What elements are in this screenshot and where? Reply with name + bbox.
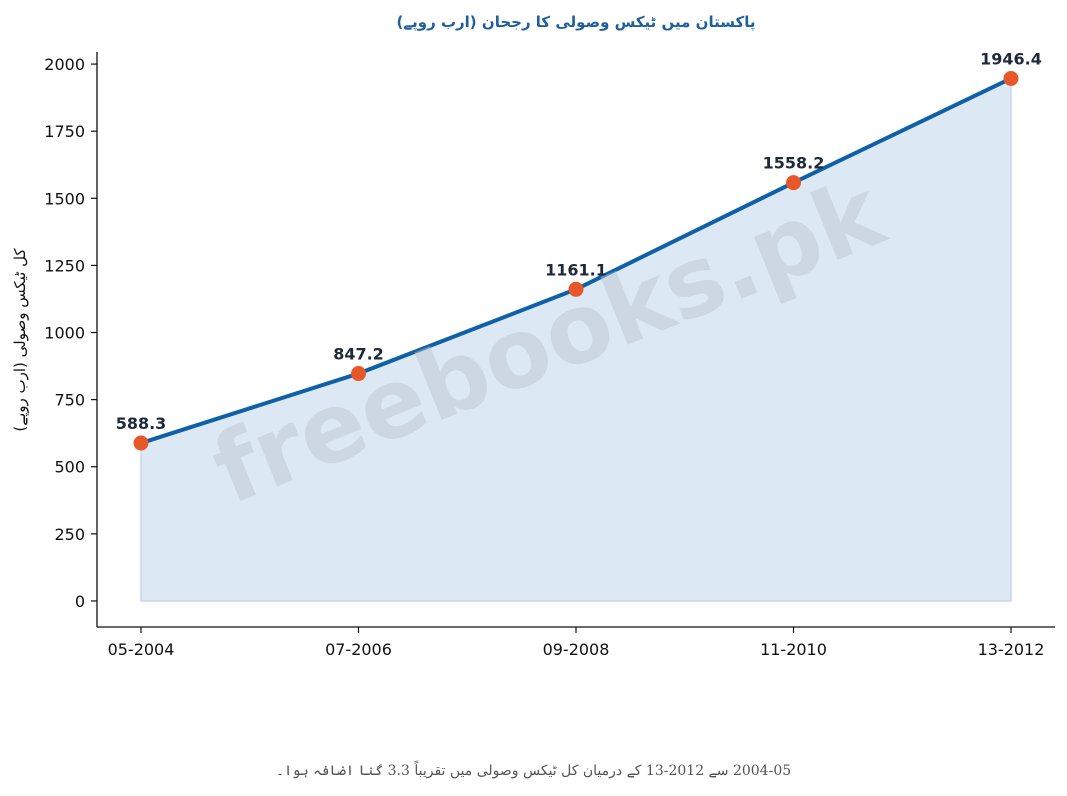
y-tick-label: 1500 xyxy=(44,189,85,208)
data-point xyxy=(568,281,584,297)
data-label: 847.2 xyxy=(333,345,384,364)
plot-area: 0 250 500 750 1000 1250 1500 1750 2000 05-2004 07-… xyxy=(44,49,1055,659)
y-tick-label: 750 xyxy=(54,391,85,410)
y-tick-label: 1250 xyxy=(44,256,85,275)
data-point xyxy=(351,366,366,382)
x-tick-label: 07-2006 xyxy=(325,640,392,659)
x-tick-label: 05-2004 xyxy=(108,640,175,659)
data-label: 588.3 xyxy=(116,414,167,433)
data-point xyxy=(1003,70,1019,86)
y-tick-label: 1000 xyxy=(44,324,85,343)
chart-caption: 2004-05 سے 2012-13 کے درمیان کل ٹیکس وصو… xyxy=(275,763,792,779)
x-tick-label: 13-2012 xyxy=(978,640,1045,659)
data-label: 1161.1 xyxy=(545,260,607,279)
y-tick-label: 500 xyxy=(54,458,85,477)
chart-title: پاکستان میں ٹیکس وصولی کا رجحان (ارب روپ… xyxy=(397,13,756,32)
data-point xyxy=(786,175,801,191)
x-tick-label: 09-2008 xyxy=(543,640,610,659)
y-tick-label: 250 xyxy=(54,525,85,544)
data-label: 1558.2 xyxy=(763,154,825,173)
data-point xyxy=(133,435,149,451)
y-tick-label: 1750 xyxy=(44,122,85,141)
data-label: 1946.4 xyxy=(980,49,1042,68)
x-tick-label: 11-2010 xyxy=(760,640,827,659)
y-tick-label: 2000 xyxy=(44,55,85,74)
y-tick-label: 0 xyxy=(75,592,85,611)
y-axis-label: کل ٹیکس وصولی (ارب روپے) xyxy=(11,248,30,432)
